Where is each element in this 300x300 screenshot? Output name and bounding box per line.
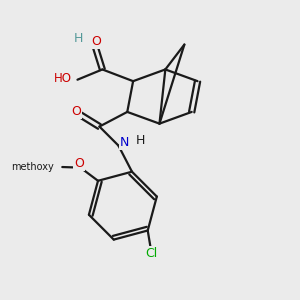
Text: O: O bbox=[92, 35, 101, 48]
Text: O: O bbox=[74, 157, 84, 170]
Text: O: O bbox=[71, 105, 81, 118]
Text: HO: HO bbox=[54, 72, 72, 85]
Text: H: H bbox=[136, 134, 145, 147]
Text: methoxy: methoxy bbox=[11, 162, 53, 172]
Text: Cl: Cl bbox=[145, 248, 158, 260]
Text: N: N bbox=[120, 136, 130, 149]
Text: H: H bbox=[74, 32, 84, 45]
